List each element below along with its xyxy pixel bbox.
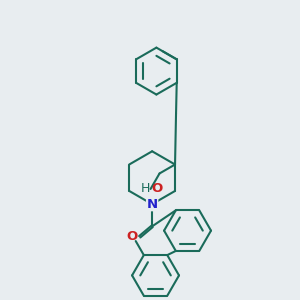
Text: O: O (127, 230, 138, 243)
Text: H: H (141, 182, 151, 196)
Text: N: N (147, 198, 158, 211)
Text: O: O (152, 182, 163, 196)
